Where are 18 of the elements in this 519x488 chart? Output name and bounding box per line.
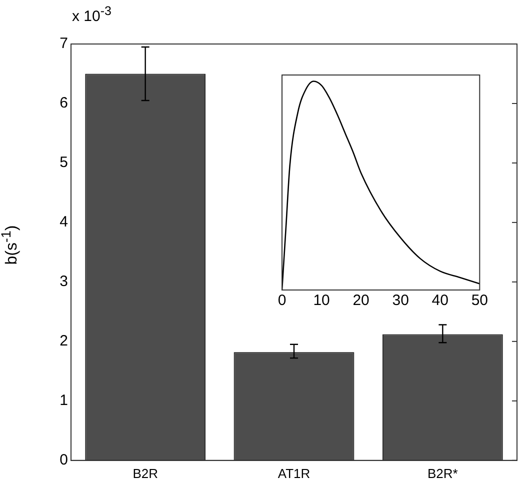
y-tick-label: 3 (60, 273, 68, 290)
y-tick-label: 4 (60, 214, 68, 231)
x-tick-label: 20 (352, 292, 370, 310)
y-tick-label: 2 (60, 332, 68, 350)
y-tick-label: 0 (60, 452, 68, 469)
x-tick-label: 50 (471, 292, 488, 310)
x-tick-label: 40 (432, 292, 448, 310)
x-tick-label: AT1R (278, 466, 310, 481)
x-tick-label: B2R* (427, 466, 458, 481)
y-tick-label: 1 (60, 392, 68, 410)
x-tick-label: 10 (313, 292, 330, 310)
x-tick-label: 0 (278, 292, 286, 310)
y-tick-label: 6 (60, 94, 68, 112)
x-tick-label: B2R (132, 466, 158, 481)
text: x 10$^{-3}$ (72, 4, 112, 25)
x-tick-label: 30 (392, 292, 409, 310)
y-tick-label: 7 (60, 35, 68, 52)
y-tick-label: 5 (60, 154, 68, 172)
